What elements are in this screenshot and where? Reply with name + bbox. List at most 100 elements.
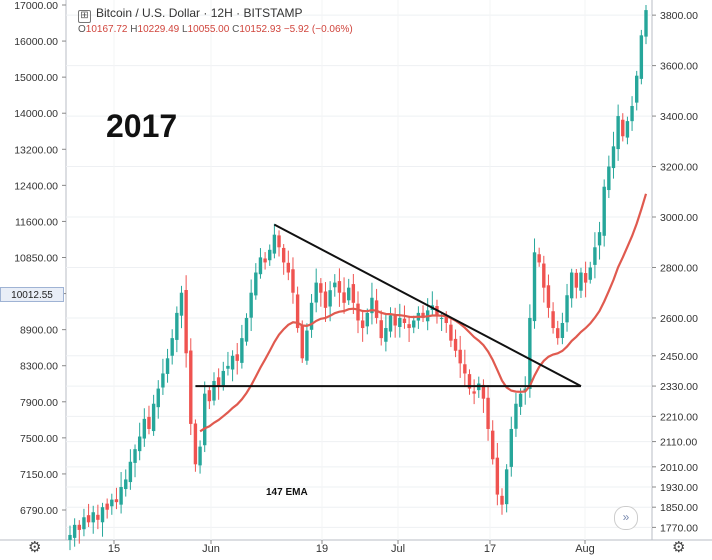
candle-body: [342, 292, 346, 303]
candle-body: [588, 267, 592, 280]
candle-body: [244, 317, 249, 342]
right-tick-label: 3400.00: [660, 111, 698, 123]
time-tick-label: 15: [108, 543, 120, 555]
ohlc-readout: O10167.72 H10229.49 L10055.00 C10152.93 …: [78, 24, 353, 35]
candle-body: [532, 252, 537, 322]
candle-body: [114, 499, 119, 503]
candle-body: [356, 303, 360, 321]
left-tick-label: 7500.00: [20, 433, 58, 445]
candle-body: [453, 338, 458, 351]
candle-body: [128, 461, 133, 483]
left-tick-label: 6790.00: [20, 505, 58, 517]
candle-body: [240, 338, 244, 363]
right-tick-label: 2210.00: [660, 411, 698, 423]
symbol-toggle-icon[interactable]: ⊞: [78, 10, 91, 23]
ema-line-layer: [199, 193, 648, 433]
candle-body: [230, 355, 235, 370]
candle-body: [579, 272, 583, 291]
left-tick-label: 11600.00: [15, 216, 58, 228]
year-annotation: 2017: [106, 108, 178, 144]
candle-body: [370, 297, 374, 314]
right-tick-label: 3200.00: [660, 162, 698, 174]
candle-body: [388, 315, 393, 332]
candle-body: [272, 234, 277, 254]
candle-body: [523, 388, 527, 391]
candle-body: [449, 324, 453, 341]
candle-body: [509, 428, 513, 467]
open-label: O: [78, 24, 86, 35]
gear-icon[interactable]: ⚙: [672, 539, 686, 556]
time-tick-label: Jul: [391, 543, 405, 555]
right-tick-label: 1770.00: [660, 522, 698, 534]
left-tick-label: 17000.00: [14, 0, 58, 12]
candle-body: [72, 524, 77, 538]
time-tick-label: Jun: [202, 543, 220, 555]
candle-body: [77, 524, 81, 530]
left-tick-label: 15000.00: [14, 72, 58, 84]
chart-legend: ⊞ Bitcoin / U.S. Dollar · 12H · BITSTAMP: [78, 6, 303, 23]
candle-body: [439, 317, 444, 319]
candle-body: [500, 495, 504, 505]
legend-exchange: BITSTAMP: [243, 6, 303, 20]
high-value: 10229.49: [137, 24, 180, 35]
candle-body: [184, 289, 188, 354]
candle-body: [504, 469, 509, 505]
gear-icon[interactable]: ⚙: [28, 539, 42, 556]
candle-body: [207, 390, 212, 402]
current-price-badge: 10012.55: [0, 287, 64, 302]
candle-body: [481, 384, 486, 399]
candle-body: [560, 322, 565, 338]
candle-body: [100, 507, 105, 523]
candle-body: [193, 423, 198, 465]
legend-sep: ·: [236, 6, 241, 20]
double-chevron-right-icon[interactable]: »: [614, 506, 638, 530]
left-tick-label: 13200.00: [14, 144, 58, 156]
candle-body: [384, 328, 388, 342]
candle-body: [467, 374, 472, 389]
candle-body: [407, 324, 411, 329]
low-value: 10055.00: [187, 24, 230, 35]
candle-body: [616, 116, 620, 150]
candle-body: [630, 105, 634, 122]
candle-body: [412, 320, 416, 328]
high-label: H: [130, 24, 138, 35]
candle-body: [491, 430, 495, 460]
candle-body: [161, 373, 165, 388]
candle-body: [542, 263, 546, 288]
right-price-axis: 3800.00 3600.00 3400.00 3200.00 3000.00 2800.…: [652, 10, 698, 534]
time-tick-label: Aug: [575, 543, 595, 555]
candle-body: [110, 499, 114, 507]
left-tick-label: 16000.00: [14, 36, 58, 48]
trendline-drawings: [195, 223, 582, 388]
candle-body: [277, 235, 281, 248]
candle-body: [402, 318, 407, 323]
right-tick-label: 1930.00: [660, 482, 698, 494]
close-label: C: [232, 24, 240, 35]
candle-body: [421, 312, 425, 318]
candle-body: [263, 258, 267, 263]
candle-body: [537, 254, 541, 263]
candle-body: [347, 287, 351, 301]
candle-body: [119, 487, 123, 505]
candle-body: [189, 350, 193, 424]
candle-body: [574, 272, 579, 288]
candle-body: [300, 325, 304, 359]
candle-body: [96, 514, 100, 520]
candle-body: [254, 272, 258, 296]
ema-label: 147 EMA: [266, 487, 308, 498]
candle-body: [319, 283, 323, 293]
right-tick-label: 3600.00: [660, 61, 698, 73]
candle-body: [621, 119, 625, 137]
candle-body: [82, 517, 86, 530]
left-tick-label: 12400.00: [14, 180, 58, 192]
candle-body: [124, 479, 128, 490]
candle-body: [611, 146, 616, 169]
candle-body: [105, 503, 109, 510]
legend-sep: ·: [203, 6, 208, 20]
candle-body: [323, 291, 328, 308]
candle-body: [286, 262, 291, 273]
candle-body: [379, 320, 383, 339]
candle-body: [291, 269, 295, 293]
